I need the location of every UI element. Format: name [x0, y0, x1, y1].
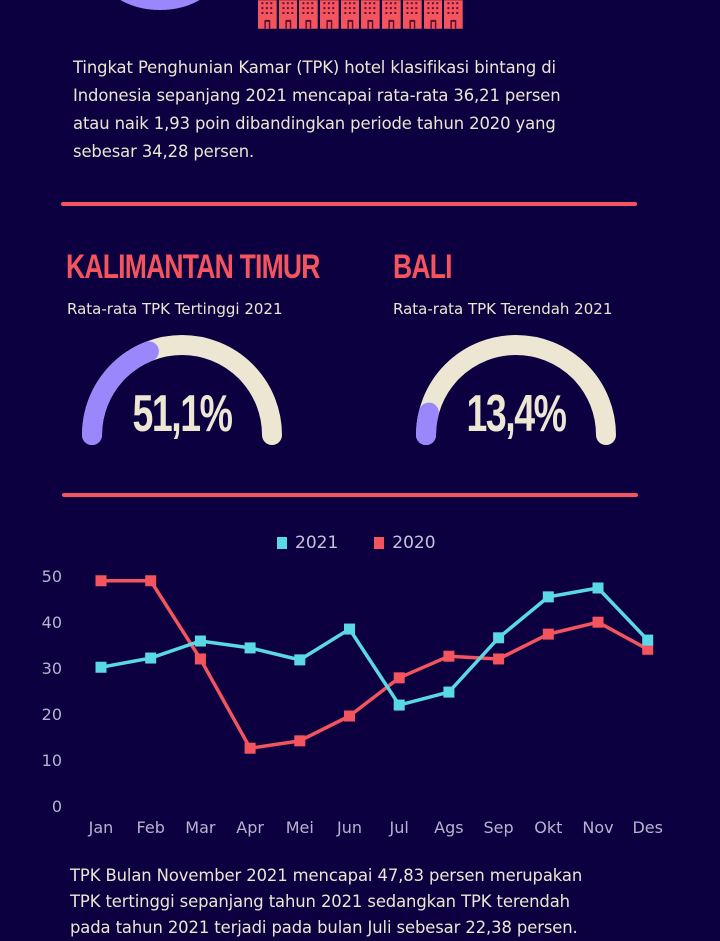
data-point-marker	[592, 582, 604, 594]
x-tick-label: Jul	[389, 818, 409, 837]
legend-item-2021: 2021	[277, 533, 338, 553]
region-lowest-subtitle: Rata-rata TPK Terendah 2021	[393, 300, 613, 318]
hotel-building-icon	[340, 0, 360, 29]
data-point-marker	[443, 686, 455, 698]
hotel-building-icon	[402, 0, 422, 29]
data-point-marker	[493, 653, 505, 665]
divider-top	[61, 202, 637, 206]
hotel-building-icon	[423, 0, 443, 29]
y-tick-label: 50	[41, 567, 62, 586]
region-highest-subtitle: Rata-rata TPK Tertinggi 2021	[67, 300, 283, 318]
y-tick-label: 20	[41, 705, 62, 724]
y-tick-label: 40	[41, 613, 62, 632]
x-tick-label: Okt	[534, 818, 563, 837]
data-point-marker	[443, 650, 455, 662]
gauge-fill	[82, 341, 159, 445]
data-point-marker	[642, 634, 654, 646]
hotel-building-icon	[320, 0, 339, 29]
data-point-marker	[294, 735, 306, 747]
data-point-marker	[592, 616, 604, 628]
hotel-building-icon	[444, 0, 463, 29]
y-tick-label: 10	[41, 751, 62, 770]
decorative-circle	[100, 0, 220, 10]
data-point-marker	[244, 642, 256, 654]
divider-bottom	[62, 493, 638, 497]
x-tick-label: Sep	[483, 818, 514, 837]
intro-line: atau naik 1,93 poin dibandingkan periode…	[73, 114, 556, 133]
region-lowest-name: BALI	[393, 248, 453, 286]
data-point-marker	[145, 652, 157, 664]
data-point-marker	[344, 623, 355, 635]
gauge-highest-value: 51,1%	[132, 385, 233, 443]
data-point-marker	[493, 632, 505, 644]
series-line-2020	[101, 579, 649, 750]
footer-line: TPK tertinggi sepanjang tahun 2021 sedan…	[70, 892, 570, 911]
x-tick-label: Ags	[434, 818, 464, 837]
x-tick-label: Apr	[236, 818, 264, 837]
gauges	[82, 335, 616, 445]
x-tick-label: Mar	[185, 818, 216, 837]
data-point-marker	[145, 575, 157, 587]
gauge-lowest	[416, 335, 616, 445]
hotel-building-icon	[258, 0, 277, 29]
gauge-fill	[416, 402, 439, 445]
x-tick-label: Des	[632, 818, 663, 837]
legend-label-2020: 2020	[392, 533, 436, 553]
x-tick-label: Feb	[136, 818, 165, 837]
legend-swatch-2021	[277, 537, 287, 549]
gauge-lowest-value: 13,4%	[466, 385, 567, 443]
gauge-track	[416, 335, 616, 445]
data-point-marker	[294, 654, 306, 666]
footer-paragraph: TPK Bulan November 2021 mencapai 47,83 p…	[70, 863, 670, 941]
x-tick-label: Jan	[88, 818, 114, 837]
legend-swatch-2020	[374, 537, 385, 549]
data-point-marker	[194, 653, 206, 665]
intro-line: sebesar 34,28 persen.	[73, 142, 255, 161]
hotel-buildings-row	[258, 0, 463, 29]
data-point-marker	[642, 643, 654, 655]
x-tick-label: Jun	[337, 818, 362, 837]
hotel-building-icon	[299, 0, 319, 29]
x-tick-label: Nov	[582, 818, 614, 837]
legend-item-2020: 2020	[374, 533, 436, 553]
hotel-building-icon	[382, 0, 401, 29]
intro-line: Tingkat Penghunian Kamar (TPK) hotel kla…	[73, 58, 557, 77]
data-point-marker	[244, 742, 256, 754]
data-point-marker	[95, 661, 107, 673]
gauge-highest	[82, 335, 282, 445]
data-point-marker	[194, 635, 206, 647]
chart-legend: 2021 2020	[277, 533, 436, 553]
footer-line: pada tahun 2021 terjadi pada bulan Juli …	[70, 918, 578, 937]
y-tick-label: 0	[51, 797, 62, 816]
series-line-2021	[100, 586, 649, 707]
intro-paragraph: Tingkat Penghunian Kamar (TPK) hotel kla…	[73, 54, 653, 166]
data-point-marker	[542, 591, 554, 603]
region-highest-name: KALIMANTAN TIMUR	[66, 248, 320, 286]
y-tick-label: 30	[41, 659, 62, 678]
data-point-marker	[542, 628, 554, 640]
data-point-marker	[344, 710, 355, 722]
footer-line: TPK Bulan November 2021 mencapai 47,83 p…	[70, 866, 583, 885]
hotel-building-icon	[361, 0, 381, 29]
data-point-marker	[95, 575, 107, 587]
legend-label-2021: 2021	[295, 533, 339, 553]
data-point-marker	[393, 699, 405, 711]
x-tick-label: Mei	[285, 818, 314, 837]
hotel-building-icon	[278, 0, 298, 29]
intro-line: Indonesia sepanjang 2021 mencapai rata-r…	[73, 86, 561, 105]
data-point-marker	[393, 672, 405, 684]
